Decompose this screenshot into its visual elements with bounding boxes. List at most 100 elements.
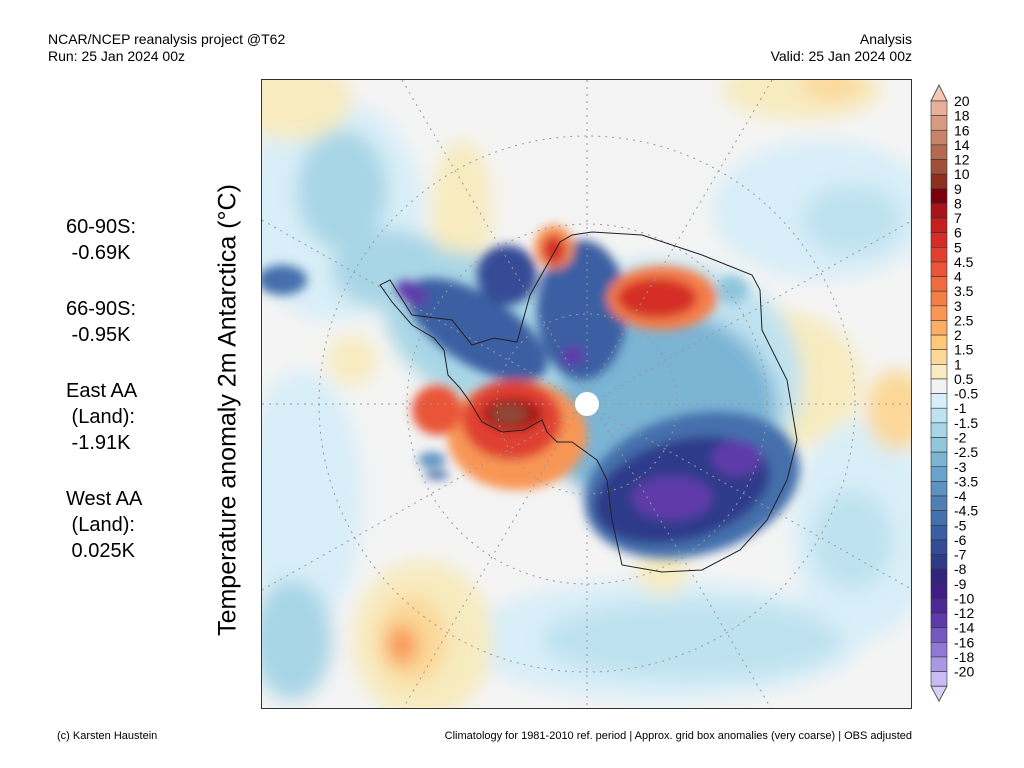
colorbar-tick-label: -9 xyxy=(954,576,967,592)
colorbar-tick-label: -8 xyxy=(954,561,967,577)
colorbar-tick-label: 8 xyxy=(954,195,962,211)
map-title: Temperature anomaly 2m Antarctica (°C) xyxy=(213,184,242,636)
pole-mask xyxy=(575,392,599,416)
colorbar-swatch xyxy=(930,349,948,365)
colorbar-tick-label: 12 xyxy=(954,152,970,168)
colorbar-swatch xyxy=(930,364,948,380)
colorbar-swatch xyxy=(930,188,948,204)
colorbar-tick-label: 7 xyxy=(954,210,962,226)
colorbar-swatch xyxy=(930,305,948,321)
footer-note: Climatology for 1981-2010 ref. period | … xyxy=(444,730,912,742)
colorbar-tick-label: 6 xyxy=(954,225,962,241)
map-svg xyxy=(262,80,911,708)
colorbar-swatch xyxy=(930,598,948,614)
stat-value: -0.95K xyxy=(66,324,131,346)
colorbar-swatch xyxy=(930,671,948,687)
stat-west-aa: West AA (Land): 0.025K xyxy=(66,486,142,564)
colorbar-tick-label: 9 xyxy=(954,181,962,197)
colorbar-swatch xyxy=(930,173,948,190)
colorbar-tick-label: -6 xyxy=(954,532,967,548)
colorbar-tick-label: 2.5 xyxy=(954,312,974,328)
colorbar-swatch xyxy=(930,437,948,453)
colorbar-swatch xyxy=(930,451,948,468)
stat-value: 0.025K xyxy=(66,540,135,562)
colorbar-tick-label: 3 xyxy=(954,298,962,314)
colorbar-swatch xyxy=(930,378,948,394)
colorbar-swatch xyxy=(930,320,948,336)
colorbar-tick-label: 4 xyxy=(954,269,962,285)
colorbar-swatch xyxy=(930,276,948,292)
colorbar-swatch xyxy=(930,568,948,585)
colorbar-tick-label: -2 xyxy=(954,429,967,445)
colorbar-tick-label: -1 xyxy=(954,400,967,416)
source-label: NCAR/NCEP reanalysis project @T62 xyxy=(48,31,286,47)
colorbar-tick-label: -3 xyxy=(954,459,967,475)
colorbar-swatch xyxy=(930,554,948,570)
colorbar-top-triangle xyxy=(930,83,948,102)
colorbar-swatch xyxy=(930,407,948,424)
colorbar-swatch xyxy=(930,247,948,263)
colorbar-swatch xyxy=(930,232,948,248)
valid-label: Valid: 25 Jan 2024 00z xyxy=(770,48,912,64)
colorbar-swatch xyxy=(930,466,948,482)
colorbar-swatch xyxy=(930,159,948,175)
colorbar-tick-label: 3.5 xyxy=(954,283,974,299)
colorbar-tick-label: 18 xyxy=(954,108,970,124)
stat-label: East AA xyxy=(66,380,138,402)
colorbar-tick-label: 0.5 xyxy=(954,371,974,387)
stat-66-90s: 66-90S: -0.95K xyxy=(66,296,136,348)
header-left: NCAR/NCEP reanalysis project @T62 Run: 2… xyxy=(48,31,285,65)
colorbar-swatch xyxy=(930,203,948,219)
colorbar-tick-label: -14 xyxy=(954,620,974,636)
colorbar-tick-label: 20 xyxy=(954,93,970,109)
colorbar: 20 18 16 14 12 10 9 8 7 6 5 4.5 4 3.5 3 2.5 2 1.5 1 0.5 -0.5… xyxy=(925,80,1005,715)
colorbar-swatch xyxy=(930,129,948,146)
stat-label: 60-90S: xyxy=(66,216,137,238)
colorbar-swatch xyxy=(930,612,948,628)
colorbar-swatch xyxy=(930,144,948,160)
stat-60-90s: 60-90S: -0.69K xyxy=(66,214,136,266)
stat-sublabel: (Land): xyxy=(66,514,135,536)
colorbar-swatch xyxy=(930,290,948,307)
colorbar-swatch xyxy=(930,115,948,131)
colorbar-swatch xyxy=(930,539,948,555)
credit-label: (c) Karsten Haustein xyxy=(57,730,158,742)
colorbar-tick-label: -7 xyxy=(954,547,967,563)
colorbar-tick-label: -18 xyxy=(954,649,974,665)
analysis-label: Analysis xyxy=(859,31,912,47)
colorbar-tick-label: -0.5 xyxy=(954,386,978,402)
colorbar-tick-label: -16 xyxy=(954,634,974,650)
colorbar-swatch xyxy=(930,481,948,497)
colorbar-tick-label: -2.5 xyxy=(954,444,978,460)
colorbar-swatch xyxy=(930,261,948,277)
colorbar-tick-label: -1.5 xyxy=(954,415,978,431)
stat-value: -0.69K xyxy=(66,242,131,264)
colorbar-swatch xyxy=(930,495,948,511)
colorbar-tick-label: 5 xyxy=(954,239,962,255)
colorbar-svg: 201816141210987654.543.532.521.510.5-0.5… xyxy=(930,83,978,703)
stat-value: -1.91K xyxy=(66,432,131,454)
header-right: Analysis Valid: 25 Jan 2024 00z xyxy=(771,31,912,65)
colorbar-tick-label: -5 xyxy=(954,517,967,533)
colorbar-bottom-triangle xyxy=(930,685,948,703)
colorbar-swatch xyxy=(930,393,948,409)
colorbar-tick-label: 4.5 xyxy=(954,254,974,270)
colorbar-swatch xyxy=(930,100,948,116)
stat-sublabel: (Land): xyxy=(66,406,135,428)
colorbar-swatch xyxy=(930,627,948,643)
colorbar-tick-label: -4 xyxy=(954,488,967,504)
colorbar-swatch xyxy=(930,642,948,658)
colorbar-swatch xyxy=(930,656,948,672)
colorbar-swatch xyxy=(930,334,948,351)
colorbar-tick-label: -12 xyxy=(954,605,974,621)
colorbar-tick-label: 2 xyxy=(954,327,962,343)
run-label: Run: 25 Jan 2024 00z xyxy=(48,48,185,64)
stat-label: West AA xyxy=(66,488,143,510)
colorbar-tick-label: 14 xyxy=(954,137,970,153)
antarctica-coastline xyxy=(379,231,798,573)
stat-label: 66-90S: xyxy=(66,298,137,320)
colorbar-tick-label: 1.5 xyxy=(954,342,974,358)
colorbar-swatch xyxy=(930,510,948,526)
colorbar-tick-label: 1 xyxy=(954,356,962,372)
colorbar-tick-label: -3.5 xyxy=(954,473,978,489)
